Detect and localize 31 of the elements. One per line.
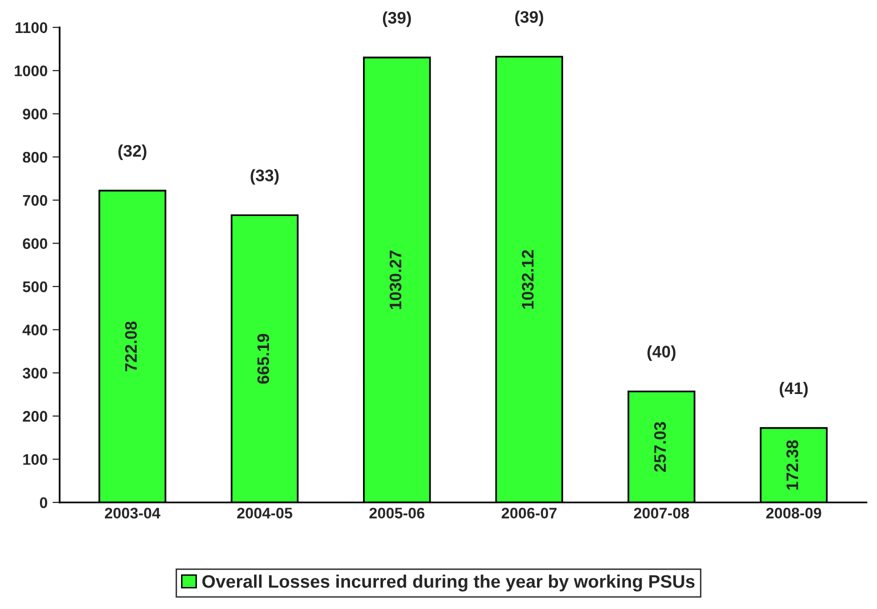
y-tick-label: 600 [22, 238, 48, 250]
annotation: (41) [780, 382, 808, 398]
y-tick-label: 300 [22, 368, 48, 379]
legend-label: Overall Losses incurred during the year by working PSUs [202, 574, 695, 592]
data-label: 722.08 [125, 322, 137, 372]
annotation: (39) [382, 11, 411, 27]
x-tick-label: 2003-04 [104, 508, 160, 519]
y-tick-label: 700 [23, 195, 48, 206]
y-tick-label: 1000 [14, 65, 48, 76]
y-tick-label: 800 [22, 152, 48, 163]
data-label: 257.03 [654, 422, 666, 472]
x-tick-label: 2007-08 [634, 508, 690, 519]
x-tick-label: 2004-05 [237, 508, 292, 519]
y-tick-label: 0 [40, 497, 48, 508]
x-tick-label: 2008-09 [766, 508, 822, 519]
x-tick-label: 2005-06 [369, 508, 424, 519]
y-tick-label: 500 [22, 281, 48, 292]
data-label: 1030.27 [390, 250, 402, 310]
data-label: 665.19 [257, 334, 270, 384]
annotation: (39) [515, 10, 544, 26]
annotation: (32) [118, 144, 146, 160]
data-label: 172.38 [786, 440, 798, 490]
y-tick-label: 200 [22, 410, 48, 422]
x-tick-label: 2006-07 [502, 508, 557, 519]
y-tick-label: 1100 [16, 22, 48, 34]
annotation: (33) [250, 169, 279, 185]
data-label: 1032.12 [522, 250, 534, 309]
y-tick-label: 400 [22, 324, 48, 336]
annotation: (40) [647, 345, 676, 361]
y-tick-label: 100 [23, 454, 48, 465]
y-tick-label: 900 [22, 108, 48, 120]
